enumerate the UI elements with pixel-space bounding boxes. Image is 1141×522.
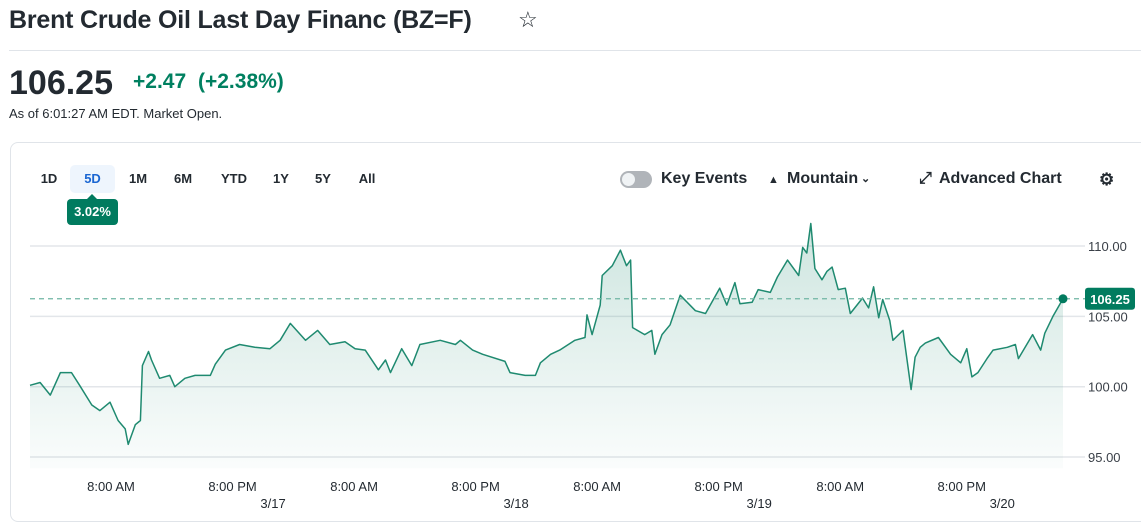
date-tick-label: 3/19 [747, 496, 772, 511]
price-area [30, 223, 1063, 469]
x-tick-label: 8:00 AM [573, 479, 621, 494]
x-tick-label: 8:00 PM [938, 479, 986, 494]
y-tick-label: 105.00 [1088, 309, 1128, 324]
star-icon[interactable]: ☆ [518, 7, 538, 32]
y-tick-label: 110.00 [1088, 239, 1127, 254]
date-tick-label: 3/18 [503, 496, 528, 511]
range-tab-6m[interactable]: 6M [173, 171, 193, 186]
key-events-toggle[interactable] [620, 171, 652, 188]
range-tab-1d[interactable]: 1D [40, 171, 58, 186]
last-price-label: 106.25 [1090, 292, 1130, 307]
advanced-chart-button[interactable]: Advanced Chart [939, 170, 1062, 187]
x-tick-label: 8:00 AM [87, 479, 135, 494]
y-tick-label: 95.00 [1088, 450, 1121, 465]
date-tick-label: 3/20 [990, 496, 1015, 511]
date-tick-label: 3/17 [260, 496, 285, 511]
expand-icon: ⤢ [919, 170, 932, 187]
range-tab-5y[interactable]: 5Y [315, 171, 331, 186]
page-title: Brent Crude Oil Last Day Financ (BZ=F) [9, 6, 472, 34]
x-tick-label: 8:00 PM [208, 479, 256, 494]
range-tab-all[interactable]: All [358, 171, 376, 186]
range-tab-5d[interactable]: 5D [70, 165, 115, 193]
y-tick-label: 100.00 [1088, 380, 1128, 395]
as-of-timestamp: As of 6:01:27 AM EDT. Market Open. [9, 106, 223, 121]
chevron-down-icon[interactable]: ⌄ [861, 173, 871, 185]
price-change-percent: (+2.38%) [198, 70, 284, 93]
last-price-tag [1085, 287, 1135, 310]
price-line [29, 222, 1064, 446]
x-tick-label: 8:00 AM [816, 479, 864, 494]
current-price: 106.25 [9, 64, 113, 102]
x-tick-label: 8:00 PM [451, 479, 499, 494]
price-change: +2.47 [133, 70, 187, 93]
range-tab-1y[interactable]: 1Y [273, 171, 289, 186]
range-change-badge: 3.02% [67, 194, 118, 225]
range-tab-1m[interactable]: 1M [128, 171, 148, 186]
mountain-icon: ▲ [768, 174, 779, 186]
x-tick-label: 8:00 PM [694, 479, 742, 494]
gear-icon[interactable]: ⚙ [1099, 170, 1115, 189]
range-tab-ytd[interactable]: YTD [221, 171, 247, 186]
divider [9, 50, 1141, 51]
chart-type-select[interactable]: Mountain [787, 170, 859, 187]
x-tick-label: 8:00 AM [330, 479, 378, 494]
key-events-label[interactable]: Key Events [661, 170, 748, 187]
last-price-dot [1058, 294, 1068, 304]
